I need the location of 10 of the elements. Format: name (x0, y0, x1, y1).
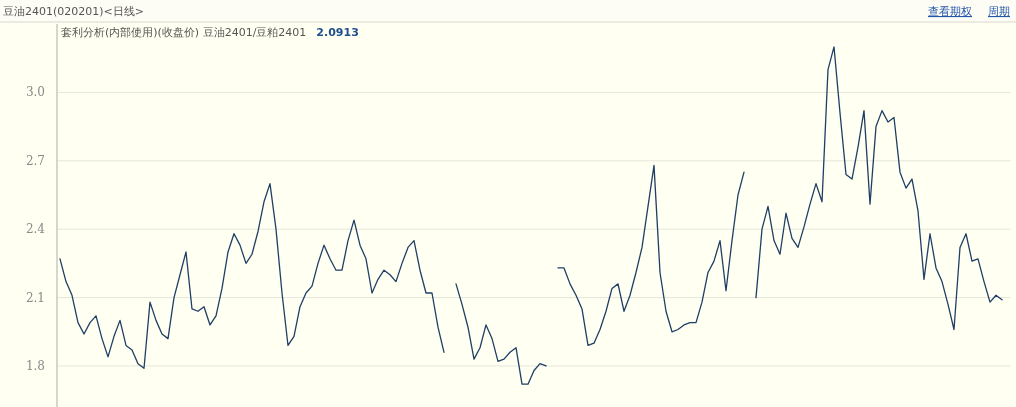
y-tick-label: 2.7 (25, 153, 45, 168)
text: 周期 (988, 5, 1010, 18)
y-tick-label: 2.4 (25, 222, 46, 237)
y-tick-label: 1.8 (25, 358, 45, 373)
text: 查看期权 (928, 5, 972, 18)
annotation: 2.0913 (316, 26, 359, 39)
chart-title: 豆油2401(020201)<日线> (3, 5, 145, 18)
y-tick-label: 3.0 (25, 85, 45, 100)
y-tick-label: 2.1 (25, 290, 45, 305)
chart-subtitle: 套利分析(内部使用)(收盘价) 豆油2401/豆粕2401 (61, 26, 307, 39)
